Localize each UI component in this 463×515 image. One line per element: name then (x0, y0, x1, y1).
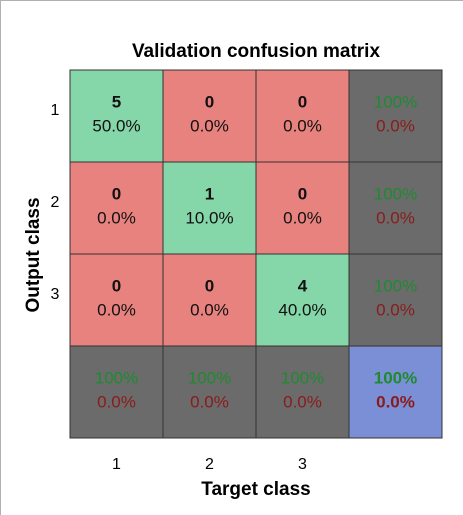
cell (348, 69, 443, 163)
cell-percent: 0.0% (283, 208, 322, 227)
row-error: 0.0% (376, 300, 415, 319)
cell-percent: 0.0% (190, 300, 229, 319)
chart-title: Validation confusion matrix (132, 41, 381, 62)
x-tick-label: 3 (298, 456, 307, 473)
overall-error: 0.0% (376, 392, 415, 411)
cell-percent: 0.0% (283, 116, 322, 135)
cell-percent: 0.0% (190, 116, 229, 135)
cell-count: 1 (205, 184, 214, 203)
cell-count: 4 (298, 276, 308, 295)
col-error: 0.0% (97, 392, 136, 411)
col-correct: 100% (188, 368, 231, 387)
cell-count: 0 (112, 184, 121, 203)
cell-percent: 10.0% (185, 208, 233, 227)
col-error: 0.0% (190, 392, 229, 411)
cell-percent: 40.0% (278, 300, 326, 319)
cell (255, 69, 350, 163)
cell-count: 0 (205, 92, 214, 111)
row-error: 0.0% (376, 116, 415, 135)
cell (162, 69, 257, 163)
row-correct: 100% (374, 92, 417, 111)
x-tick-label: 2 (205, 456, 214, 473)
y-tick-label: 1 (51, 102, 60, 119)
cell-percent: 0.0% (97, 300, 136, 319)
y-tick-label: 3 (51, 286, 60, 303)
cell-percent: 0.0% (97, 208, 136, 227)
cell (162, 345, 257, 439)
cell-count: 0 (205, 276, 214, 295)
cell-count: 0 (298, 92, 307, 111)
col-correct: 100% (95, 368, 138, 387)
y-axis-label: Output class (23, 197, 44, 312)
y-tick-label: 2 (51, 194, 60, 211)
overall-correct: 100% (374, 368, 417, 387)
cell (348, 345, 443, 439)
cell (348, 161, 443, 255)
row-correct: 100% (374, 276, 417, 295)
cell (69, 69, 164, 163)
cell (255, 345, 350, 439)
cell-percent: 50.0% (92, 116, 140, 135)
x-axis-label: Target class (201, 479, 310, 500)
row-error: 0.0% (376, 208, 415, 227)
cell-count: 0 (112, 276, 121, 295)
cell-count: 5 (112, 92, 121, 111)
cell (69, 253, 164, 347)
row-correct: 100% (374, 184, 417, 203)
cell (348, 253, 443, 347)
col-correct: 100% (281, 368, 324, 387)
cell (69, 345, 164, 439)
cell-count: 0 (298, 184, 307, 203)
cell (255, 161, 350, 255)
col-error: 0.0% (283, 392, 322, 411)
x-tick-label: 1 (112, 456, 121, 473)
